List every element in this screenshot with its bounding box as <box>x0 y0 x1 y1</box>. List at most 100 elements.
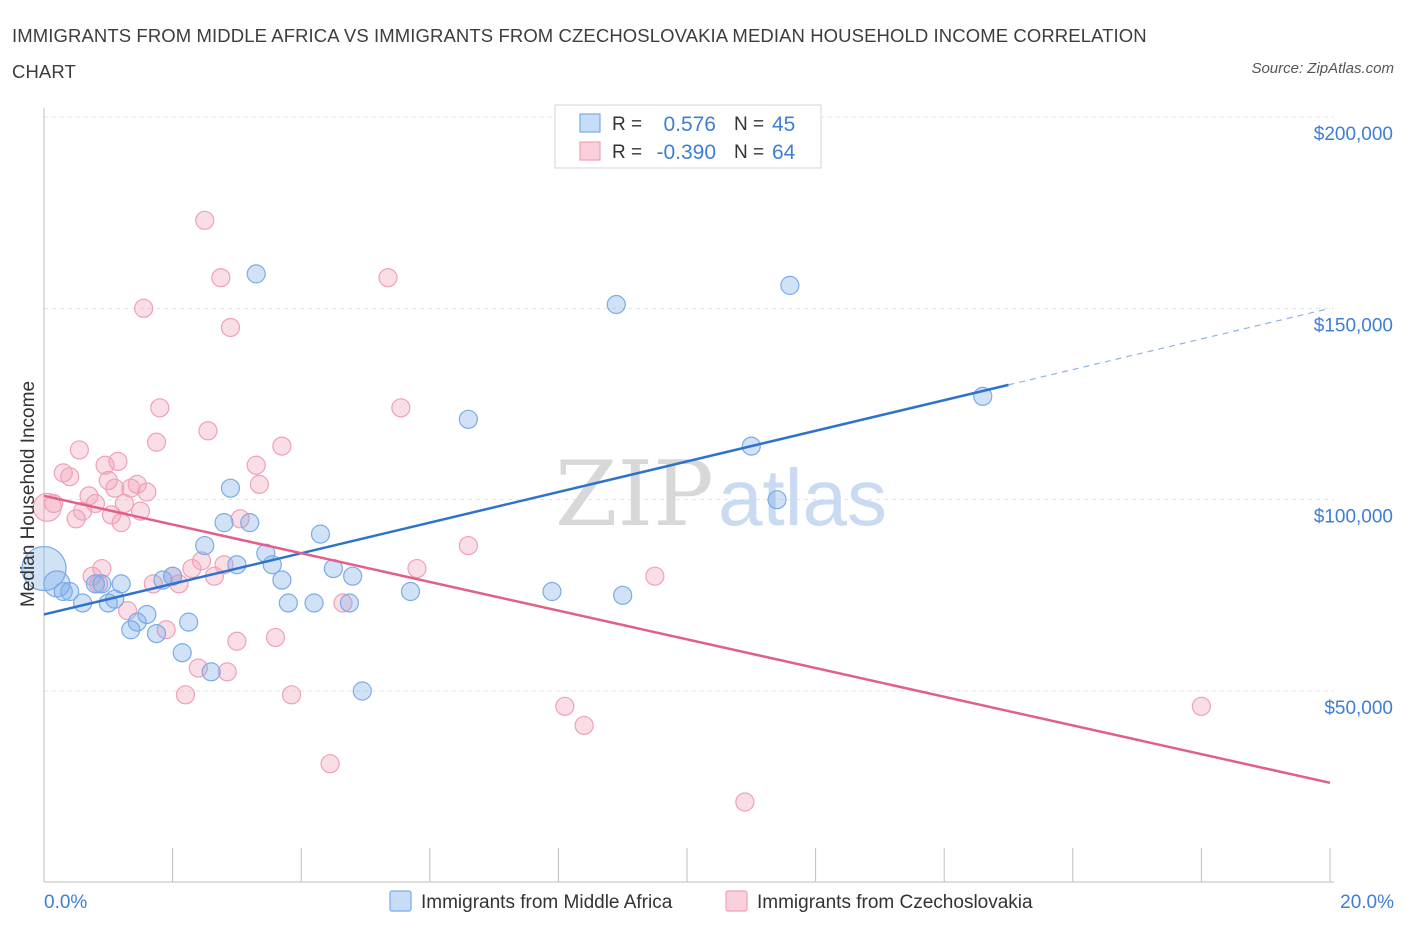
point-czechoslovakia <box>175 685 196 705</box>
point-czechoslovakia <box>198 421 218 441</box>
point-czechoslovakia <box>188 658 208 678</box>
point-czechoslovakia <box>146 432 167 452</box>
axes <box>43 108 1334 883</box>
point-czechoslovakia <box>217 662 237 682</box>
series-legend-swatch-blue <box>389 890 412 912</box>
point-czechoslovakia <box>735 792 755 812</box>
point-czechoslovakia <box>333 593 353 613</box>
point-czechoslovakia <box>69 440 89 460</box>
point-czechoslovakia <box>127 474 147 494</box>
point-czechoslovakia <box>220 317 241 338</box>
point-czechoslovakia <box>105 478 125 498</box>
point-middle-africa <box>246 264 266 284</box>
trend-lines <box>43 307 1331 785</box>
point-czechoslovakia <box>191 551 212 571</box>
legend-swatch-blue <box>579 113 601 133</box>
point-czechoslovakia <box>458 535 478 556</box>
x-ticks <box>172 848 1331 882</box>
watermark: ZIP atlas <box>555 442 887 547</box>
series-legend-swatch-pink <box>725 890 748 912</box>
y-tick-label: $150,000 <box>1314 315 1393 336</box>
chart-title: IMMIGRANTS FROM MIDDLE AFRICA VS IMMIGRA… <box>12 25 1147 82</box>
legend-r-label-blue: R = <box>612 114 642 135</box>
point-middle-africa <box>111 574 131 594</box>
point-czechoslovakia <box>108 451 128 471</box>
series-middle-africa-points <box>21 264 993 701</box>
point-czechoslovakia <box>137 482 157 502</box>
point-czechoslovakia <box>407 558 427 579</box>
point-czechoslovakia <box>134 298 154 318</box>
point-czechoslovakia <box>265 627 286 648</box>
point-czechoslovakia <box>1191 696 1212 716</box>
y-tick-labels: $50,000 $100,000 $150,000 $200,000 <box>1314 124 1393 719</box>
watermark-atlas: atlas <box>718 453 887 542</box>
point-middle-africa <box>339 593 360 613</box>
y-tick-label: $200,000 <box>1314 124 1393 145</box>
legend-r-value-blue: 0.576 <box>663 113 716 136</box>
point-middle-africa <box>304 593 324 613</box>
point-middle-africa <box>21 545 67 592</box>
point-czechoslovakia <box>555 696 575 716</box>
point-middle-africa <box>60 581 80 602</box>
legend-r-label-pink: R = <box>612 142 642 163</box>
series-czechoslovakia-points <box>32 210 1212 812</box>
point-middle-africa <box>272 570 292 590</box>
x-tick-label-max: 20.0% <box>1340 892 1394 913</box>
point-middle-africa <box>606 294 626 315</box>
point-middle-africa <box>179 612 199 632</box>
point-middle-africa <box>172 643 192 663</box>
point-middle-africa <box>195 535 215 556</box>
trend-line-czechoslovakia <box>43 494 1331 785</box>
stats-legend: R = 0.576 N = 45 R = -0.390 N = 64 <box>554 104 822 169</box>
point-czechoslovakia <box>249 474 270 494</box>
point-middle-africa <box>240 513 260 533</box>
legend-swatch-pink <box>579 141 601 161</box>
trend-line-middle-africa <box>43 383 1009 616</box>
point-middle-africa <box>767 490 787 510</box>
point-middle-africa <box>121 620 141 640</box>
y-tick-label: $50,000 <box>1324 698 1393 719</box>
legend-n-value-blue: 45 <box>772 113 795 136</box>
point-middle-africa <box>201 662 221 682</box>
point-czechoslovakia <box>195 210 215 230</box>
point-middle-africa <box>542 581 562 602</box>
point-czechoslovakia <box>182 558 202 579</box>
y-axis-label: Median Household Income <box>18 381 39 607</box>
point-czechoslovakia <box>281 685 302 705</box>
point-czechoslovakia <box>150 398 170 418</box>
series-legend: Immigrants from Middle Africa Immigrants… <box>389 890 1033 913</box>
point-middle-africa <box>310 524 331 544</box>
point-middle-africa <box>92 574 112 594</box>
point-middle-africa <box>400 581 421 602</box>
point-czechoslovakia <box>574 715 594 736</box>
point-middle-africa <box>613 585 633 605</box>
point-czechoslovakia <box>227 631 247 651</box>
gridlines <box>44 116 1334 692</box>
point-middle-africa <box>214 513 234 533</box>
point-middle-africa <box>780 275 800 295</box>
point-middle-africa <box>220 478 241 498</box>
watermark-zip: ZIP <box>555 442 714 547</box>
point-middle-africa <box>163 566 183 586</box>
point-czechoslovakia <box>156 620 176 640</box>
point-czechoslovakia <box>645 566 665 586</box>
point-middle-africa <box>127 612 147 632</box>
point-czechoslovakia <box>95 455 115 475</box>
point-middle-africa <box>43 570 71 598</box>
point-czechoslovakia <box>246 455 266 475</box>
point-czechoslovakia <box>378 268 398 288</box>
series-legend-label-blue: Immigrants from Middle Africa <box>421 892 673 913</box>
point-middle-africa <box>137 604 157 625</box>
point-czechoslovakia <box>60 467 80 487</box>
legend-r-value-pink: -0.390 <box>656 141 716 164</box>
point-czechoslovakia <box>66 509 86 529</box>
source-label: Source: ZipAtlas.com <box>1251 60 1394 77</box>
legend-n-value-pink: 64 <box>772 141 796 164</box>
trend-line-middle-africa-extension <box>1008 307 1331 386</box>
point-middle-africa <box>85 574 106 594</box>
point-middle-africa <box>53 581 73 602</box>
point-czechoslovakia <box>320 754 340 774</box>
point-middle-africa <box>458 409 478 429</box>
point-czechoslovakia <box>272 436 292 456</box>
